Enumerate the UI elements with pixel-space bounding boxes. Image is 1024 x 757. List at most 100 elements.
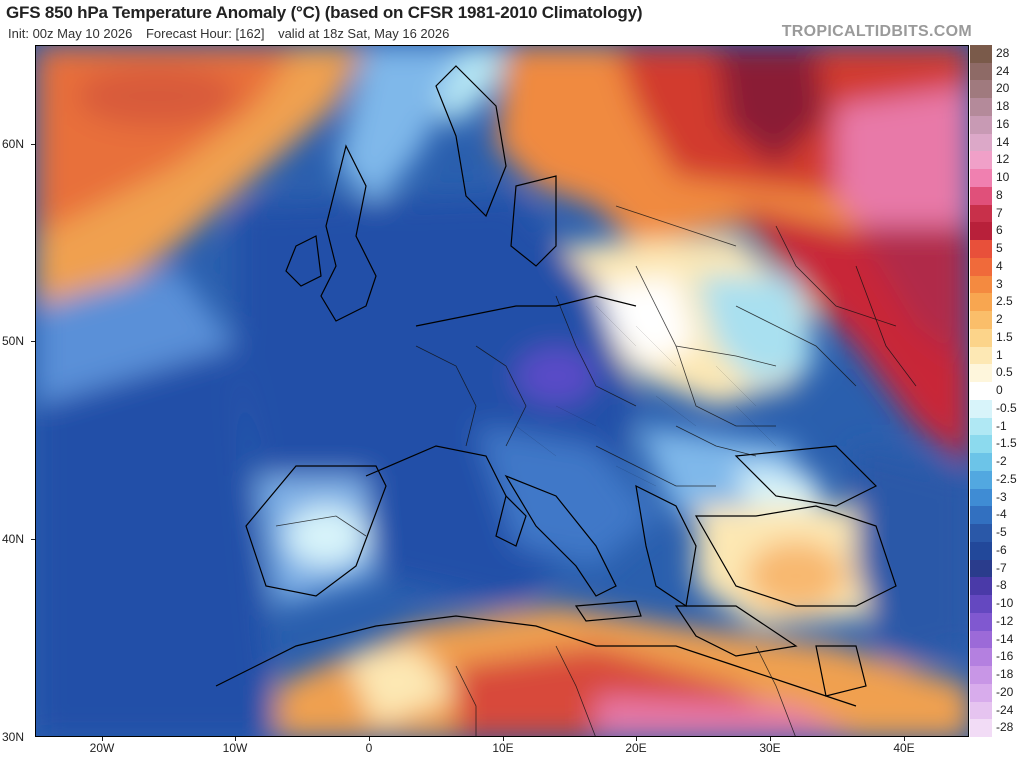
legend-label: 1 <box>996 347 1003 362</box>
legend-label: -8 <box>996 578 1007 593</box>
legend-entry: 2 <box>970 311 1024 329</box>
legend-swatch <box>970 275 992 294</box>
lon-tick <box>636 737 637 741</box>
legend-swatch <box>970 222 992 241</box>
legend-entry: 7 <box>970 204 1024 223</box>
legend-swatch <box>970 701 992 720</box>
legend-label: 7 <box>996 205 1003 220</box>
legend-entry: 16 <box>970 115 1024 134</box>
legend-entry: 3 <box>970 275 1024 294</box>
legend-swatch <box>970 80 992 99</box>
legend-swatch <box>970 45 992 63</box>
lon-label-10w: 10W <box>222 741 248 755</box>
legend-label: -3 <box>996 489 1007 504</box>
map-canvas <box>36 46 968 736</box>
legend-swatch <box>970 524 992 542</box>
legend-label: -1.5 <box>996 436 1017 451</box>
coastlines <box>215 65 897 707</box>
legend-label: 0 <box>996 383 1003 398</box>
admin-lines <box>515 305 777 487</box>
legend-label: -28 <box>996 720 1014 735</box>
lon-label-20w: 20W <box>89 741 115 755</box>
legend-entry: 5 <box>970 240 1024 258</box>
valid-time: valid at 18z Sat, May 16 2026 <box>278 26 450 41</box>
legend-entry: 12 <box>970 151 1024 170</box>
legend-label: 4 <box>996 258 1003 273</box>
legend-entry: 0.5 <box>970 364 1024 383</box>
lat-label-60n: 60N <box>2 137 25 151</box>
legend-entry: -16 <box>970 648 1024 667</box>
lon-tick <box>102 737 103 741</box>
lon-label-20e: 20E <box>625 741 647 755</box>
legend-swatch <box>970 719 992 737</box>
legend-label: 5 <box>996 241 1003 256</box>
legend-label: 16 <box>996 116 1010 131</box>
legend-label: 8 <box>996 187 1003 202</box>
lat-tick <box>31 341 35 342</box>
legend-entry: -10 <box>970 595 1024 613</box>
forecast-hour: Forecast Hour: [162] <box>145 26 265 41</box>
legend-entry: 28 <box>970 45 1024 63</box>
legend-label: -5 <box>996 525 1007 540</box>
legend-label: 28 <box>996 46 1010 60</box>
legend-entry: -1 <box>970 417 1024 436</box>
legend-entry: -2.5 <box>970 470 1024 489</box>
legend-entry: 24 <box>970 62 1024 81</box>
legend-swatch <box>970 169 992 187</box>
legend-entry: -5 <box>970 524 1024 542</box>
legend-entry: 8 <box>970 186 1024 205</box>
lat-tick <box>31 144 35 145</box>
legend-entry: -28 <box>970 719 1024 737</box>
legend-label: 20 <box>996 81 1010 96</box>
legend-entry: 1 <box>970 346 1024 365</box>
legend-label: -1 <box>996 418 1007 433</box>
legend-label: -18 <box>996 667 1014 682</box>
lat-label-50n: 50N <box>2 334 25 348</box>
legend-entry: -14 <box>970 630 1024 649</box>
legend-label: -14 <box>996 631 1014 646</box>
legend-swatch <box>970 470 992 489</box>
legend-swatch <box>970 595 992 613</box>
legend-entry: -4 <box>970 506 1024 525</box>
legend-label: -4 <box>996 507 1007 522</box>
legend-swatch <box>970 666 992 684</box>
legend-swatch <box>970 683 992 702</box>
legend-swatch <box>970 630 992 649</box>
legend-label: 18 <box>996 99 1010 114</box>
legend-label: -6 <box>996 542 1007 557</box>
legend-label: 2 <box>996 312 1003 327</box>
legend-swatch <box>970 151 992 170</box>
legend-entry: -6 <box>970 541 1024 560</box>
legend-entry: 2.5 <box>970 293 1024 312</box>
run-info: Init: 00z May 10 2026 Forecast Hour: [16… <box>8 26 459 41</box>
legend-swatch <box>970 186 992 205</box>
legend-label: 3 <box>996 276 1003 291</box>
legend-label: -0.5 <box>996 400 1017 415</box>
init-time: Init: 00z May 10 2026 <box>8 26 133 41</box>
legend-label: 12 <box>996 152 1010 167</box>
lon-tick <box>904 737 905 741</box>
legend-swatch <box>970 311 992 329</box>
legend-label: 0.5 <box>996 365 1013 380</box>
legend-entry: 20 <box>970 80 1024 99</box>
legend-entry: -24 <box>970 701 1024 720</box>
legend-entry: 14 <box>970 133 1024 152</box>
legend-entry: -18 <box>970 666 1024 684</box>
lon-tick <box>369 737 370 741</box>
legend-label: -12 <box>996 613 1014 628</box>
lon-label-10e: 10E <box>492 741 514 755</box>
legend-swatch <box>970 506 992 525</box>
lon-label-0: 0 <box>365 741 373 755</box>
legend-swatch <box>970 98 992 116</box>
color-legend: 28 24 20 18 16 14 12 10 8 7 6 5 4 3 2.5 2 1.5 1 0.5 0 -0.5 -1… <box>970 45 1024 737</box>
legend-swatch <box>970 346 992 365</box>
legend-entry: -8 <box>970 577 1024 596</box>
legend-label: 2.5 <box>996 294 1013 309</box>
legend-label: 14 <box>996 134 1010 149</box>
lon-label-30e: 30E <box>759 741 781 755</box>
legend-entry: -2 <box>970 453 1024 471</box>
lat-label-40n: 40N <box>2 532 25 546</box>
anomaly-field <box>36 46 968 736</box>
legend-entry: -3 <box>970 488 1024 507</box>
legend-swatch <box>970 399 992 418</box>
